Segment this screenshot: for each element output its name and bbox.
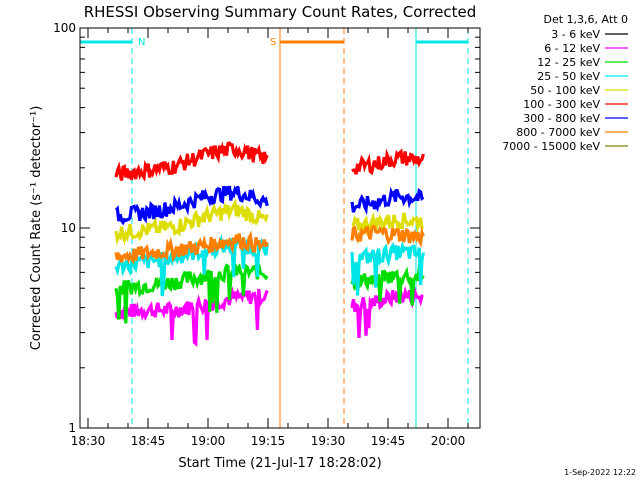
x-tick-label: 18:30 — [71, 434, 106, 448]
y-axis-label: Corrected Count Rate (s⁻¹ detector⁻¹) — [29, 106, 44, 351]
legend-entry-label: 25 - 50 keV — [537, 70, 600, 83]
x-tick-label: 19:00 — [191, 434, 226, 448]
x-tick-label: 19:30 — [311, 434, 346, 448]
series-line — [114, 141, 269, 182]
series-line — [350, 186, 425, 216]
legend-entry-label: 12 - 25 keV — [537, 56, 600, 69]
legend-entry-label: 7000 - 15000 keV — [502, 140, 600, 153]
legend-entry-label: 100 - 300 keV — [523, 98, 600, 111]
legend-entry-label: 300 - 800 keV — [523, 112, 600, 125]
legend-title: Det 1,3,6, Att 0 — [544, 13, 628, 26]
annotation-label: S — [270, 37, 276, 48]
y-tick-label: 100 — [53, 21, 76, 35]
legend-entry-label: 6 - 12 keV — [544, 42, 600, 55]
x-tick-label: 20:00 — [431, 434, 466, 448]
series-line — [350, 224, 425, 248]
legend-entry-label: 3 - 6 keV — [551, 28, 600, 41]
x-tick-label: 19:15 — [251, 434, 286, 448]
series-line — [114, 263, 269, 324]
series-line — [350, 264, 425, 306]
series-line — [114, 185, 269, 226]
legend-entry-label: 50 - 100 keV — [530, 84, 600, 97]
legend-entry-label: 800 - 7000 keV — [516, 126, 600, 139]
series-line — [351, 211, 424, 238]
chart-title: RHESSI Observing Summary Count Rates, Co… — [84, 3, 477, 21]
y-tick-label: 1 — [68, 421, 76, 435]
x-axis-label: Start Time (21-Jul-17 18:28:02) — [178, 456, 381, 471]
series-line — [114, 286, 269, 347]
annotation-label: N — [138, 37, 145, 48]
series-line — [114, 198, 269, 246]
x-tick-label: 19:45 — [371, 434, 406, 448]
series-line — [114, 230, 269, 265]
y-tick-label: 10 — [61, 221, 76, 235]
footer-timestamp: 1-Sep-2022 12:22 — [564, 468, 636, 477]
x-axis-ticks: 18:30 18:45 19:00 19:15 19:30 19:45 20:00 — [71, 28, 469, 448]
series-line — [351, 148, 425, 176]
y-axis-ticks: 1 10 100 — [53, 21, 480, 435]
series-line — [350, 240, 425, 296]
x-tick-label: 18:45 — [131, 434, 166, 448]
